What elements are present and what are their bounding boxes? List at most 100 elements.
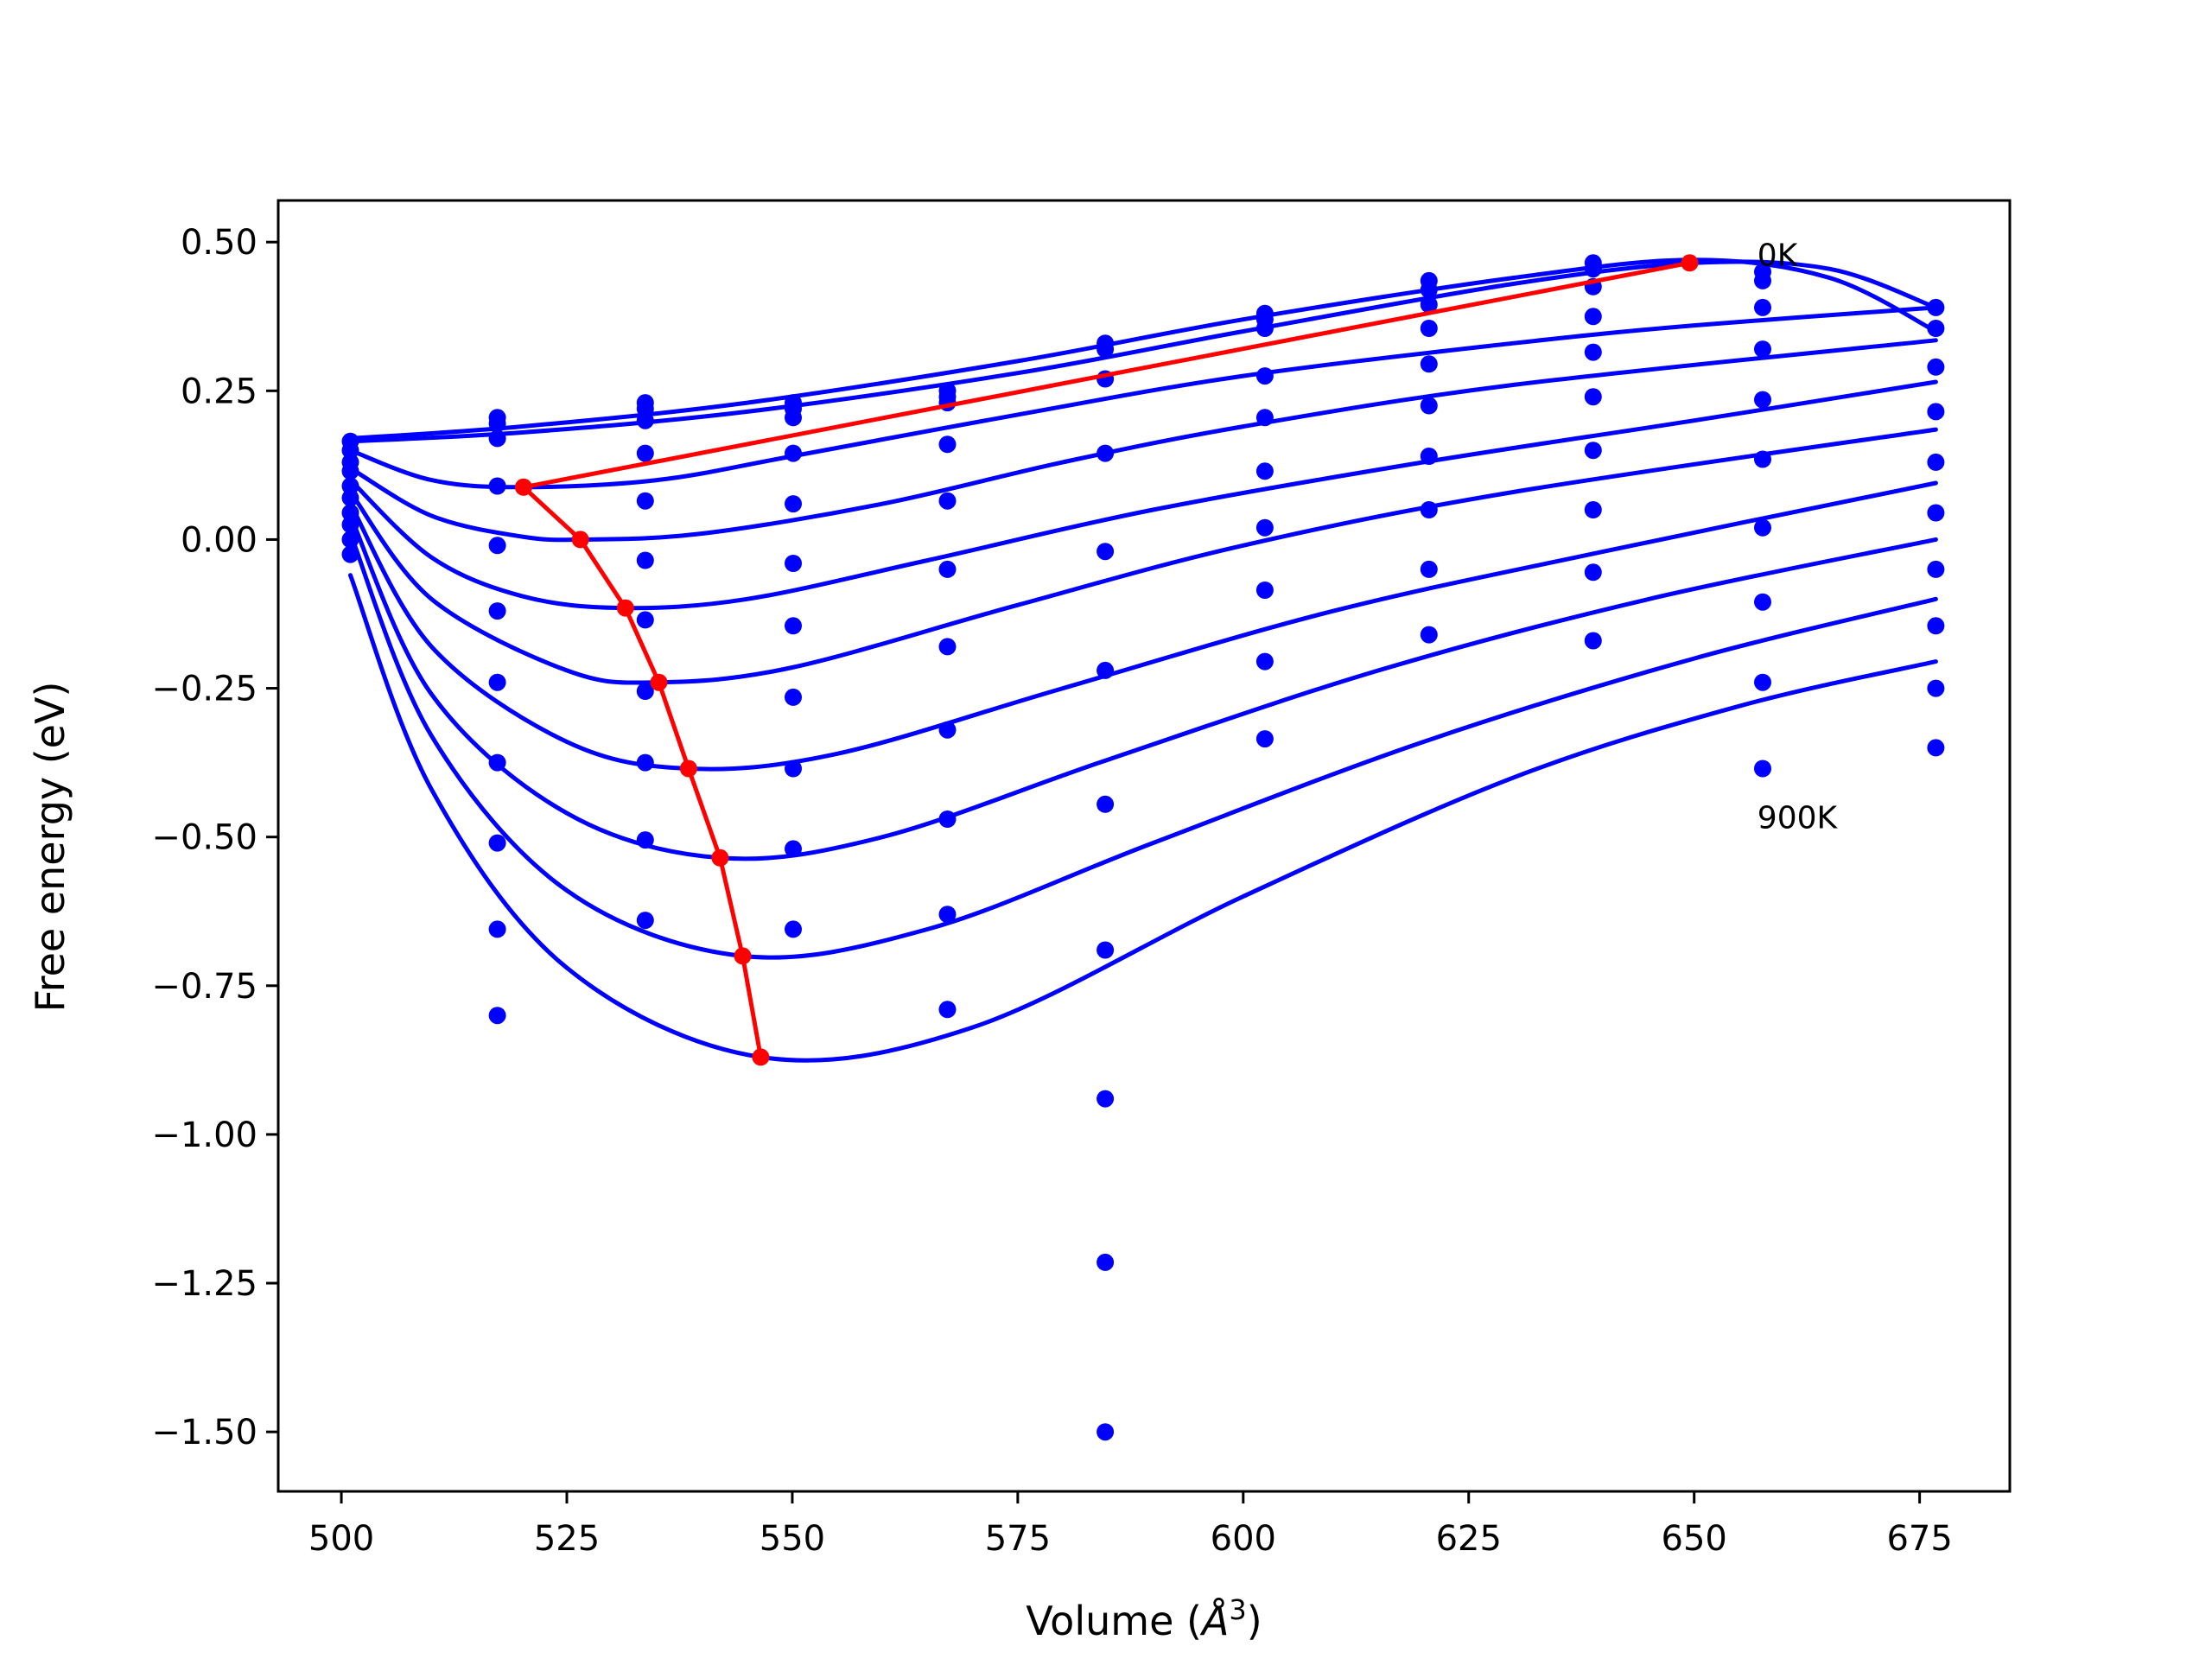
data-point — [1096, 1253, 1115, 1271]
data-point — [636, 831, 654, 849]
data-point — [488, 920, 506, 938]
data-point — [1927, 679, 1945, 697]
data-point — [1927, 560, 1945, 578]
data-point — [1255, 409, 1274, 427]
x-tick-label: 525 — [534, 1519, 600, 1559]
data-point — [341, 504, 359, 522]
x-tick-label: 650 — [1662, 1519, 1727, 1559]
plot-frame — [276, 199, 2012, 1493]
data-point — [938, 906, 957, 924]
data-point — [938, 1001, 957, 1019]
fit-curve-4 — [348, 379, 1938, 611]
data-point — [1420, 448, 1438, 465]
data-point — [636, 912, 654, 930]
data-point — [1754, 760, 1771, 778]
fit-curve-8 — [348, 531, 1938, 960]
data-point — [1927, 617, 1945, 635]
data-point — [636, 611, 654, 629]
data-point — [1927, 358, 1945, 376]
minimum-point — [734, 947, 752, 965]
minimum-point — [514, 478, 532, 496]
data-point — [1420, 296, 1438, 314]
minimum-point — [711, 849, 729, 867]
data-point — [1096, 543, 1115, 561]
data-point — [1096, 1090, 1115, 1108]
data-point — [1754, 450, 1771, 468]
data-point — [1584, 260, 1602, 278]
minimum-line — [514, 254, 1699, 1066]
data-point — [1927, 298, 1945, 316]
data-point — [938, 638, 957, 656]
data-point — [636, 551, 654, 569]
minimum-point — [616, 599, 634, 617]
data-point — [341, 516, 359, 534]
data-point — [1584, 442, 1602, 460]
data-point — [785, 760, 802, 778]
data-point — [1584, 388, 1602, 406]
data-point — [1420, 355, 1438, 373]
data-point — [785, 409, 802, 427]
data-point — [785, 840, 802, 858]
data-point — [938, 721, 957, 739]
minimum-point — [650, 673, 668, 691]
data-point — [341, 462, 359, 480]
data-point — [785, 617, 802, 635]
data-point — [341, 545, 359, 563]
data-point — [1584, 343, 1602, 361]
x-tick-label: 600 — [1211, 1519, 1276, 1559]
data-point — [1927, 320, 1945, 337]
fit-curve-1 — [348, 259, 1938, 444]
data-point — [1255, 730, 1274, 748]
data-point — [488, 753, 506, 772]
data-point — [488, 537, 506, 555]
x-axis-ticks: 500 525 550 575 600 625 650 675 — [308, 1491, 1953, 1559]
y-tick-label: 0.50 — [181, 223, 257, 263]
data-point — [1255, 320, 1274, 337]
data-point — [341, 489, 359, 507]
y-tick-label: −0.25 — [151, 670, 257, 709]
data-point — [1754, 593, 1771, 611]
data-point — [1420, 281, 1438, 299]
data-point — [488, 415, 506, 433]
x-tick-label: 550 — [760, 1519, 825, 1559]
data-point — [1096, 795, 1115, 813]
data-point — [488, 477, 506, 495]
data-point — [488, 673, 506, 691]
data-point — [785, 444, 802, 462]
data-point — [636, 683, 654, 700]
data-point — [636, 492, 654, 510]
data-point — [785, 555, 802, 572]
y-tick-label: 0.25 — [181, 372, 257, 411]
data-point — [636, 444, 654, 462]
y-tick-label: −1.50 — [151, 1413, 257, 1452]
data-point — [1584, 308, 1602, 326]
x-tick-label: 625 — [1436, 1519, 1502, 1559]
data-point — [938, 492, 957, 510]
data-point — [1927, 453, 1945, 471]
data-point — [938, 435, 957, 454]
fit-curve-7 — [348, 513, 1938, 861]
data-point — [1754, 518, 1771, 537]
y-tick-label: −1.25 — [151, 1264, 257, 1304]
data-point — [636, 753, 654, 772]
data-point — [341, 531, 359, 549]
minimum-point — [679, 760, 697, 778]
data-point — [341, 442, 359, 460]
y-axis-title: Free energy (eV) — [27, 682, 73, 1013]
data-point — [1255, 462, 1274, 480]
data-point — [1420, 501, 1438, 518]
data-point — [636, 400, 654, 417]
data-point — [938, 560, 957, 578]
annotation-label: 900K — [1758, 800, 1839, 836]
data-point — [1096, 941, 1115, 959]
data-point — [1584, 563, 1602, 582]
x-tick-label: 575 — [985, 1519, 1051, 1559]
y-tick-label: −1.00 — [151, 1116, 257, 1155]
data-point — [488, 429, 506, 448]
fit-curve-3 — [348, 338, 1938, 543]
fit-curve-5 — [348, 427, 1938, 685]
data-point — [488, 1007, 506, 1025]
data-point — [1420, 626, 1438, 644]
data-point — [785, 495, 802, 513]
